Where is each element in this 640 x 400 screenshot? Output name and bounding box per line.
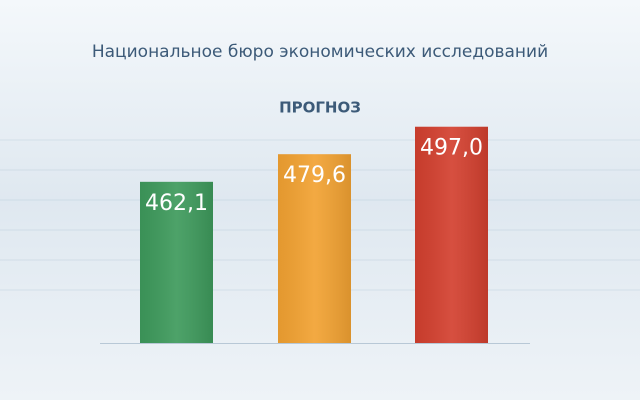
bar-shade: [140, 181, 213, 343]
chart-title: Национальное бюро экономических исследов…: [92, 42, 548, 62]
chart-subtitle: ПРОГНОЗ: [279, 99, 361, 117]
bar-shade: [278, 154, 351, 343]
value-label: 479,6: [283, 163, 346, 188]
value-label: 497,0: [420, 136, 483, 161]
value-label: 462,1: [145, 191, 208, 216]
bar-shade: [415, 126, 488, 343]
